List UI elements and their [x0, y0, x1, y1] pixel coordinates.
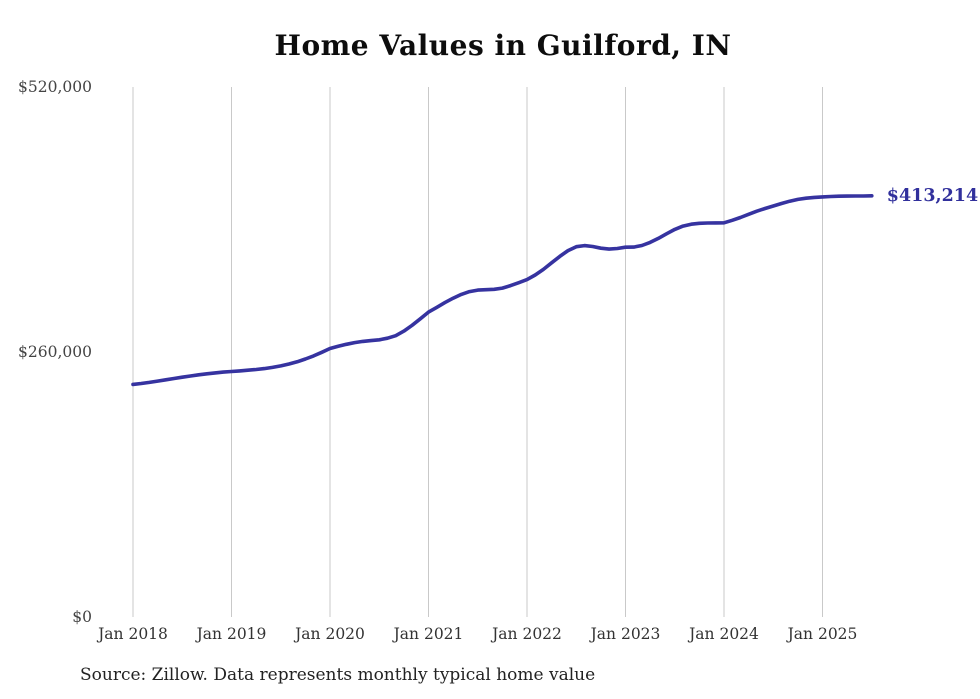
x-tick-label: Jan 2023 [590, 625, 661, 643]
chart-title: Home Values in Guilford, IN [274, 29, 732, 62]
y-tick-label: $520,000 [18, 78, 92, 96]
x-tick-label: Jan 2025 [787, 625, 858, 643]
source-note: Source: Zillow. Data represents monthly … [80, 665, 596, 685]
x-tick-label: Jan 2022 [492, 625, 562, 643]
x-tick-label: Jan 2019 [196, 625, 267, 643]
x-tick-label: Jan 2018 [98, 625, 168, 643]
y-tick-label: $0 [72, 608, 92, 626]
x-tick-label: Jan 2021 [393, 625, 464, 643]
x-tick-label: Jan 2024 [689, 625, 759, 643]
y-tick-label: $260,000 [18, 343, 92, 361]
x-tick-label: Jan 2020 [295, 625, 365, 643]
end-value-annotation: $413,214 [887, 186, 978, 206]
home-value-line-series [131, 194, 874, 387]
